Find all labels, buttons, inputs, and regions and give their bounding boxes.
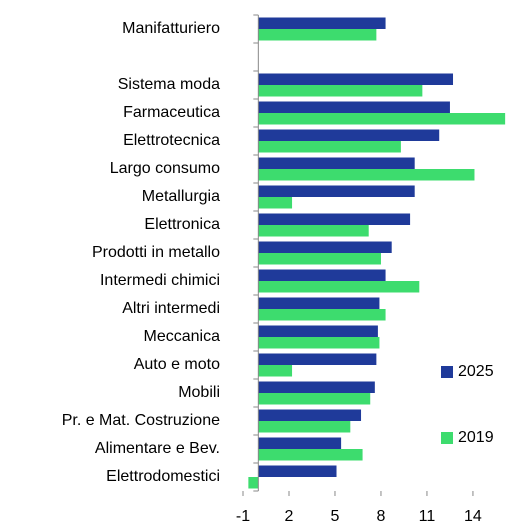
legend-label: 2019 (458, 429, 494, 446)
bar (258, 337, 380, 349)
bar (258, 309, 386, 321)
y-tick-label: Alimentare e Bev. (95, 440, 220, 457)
bar (258, 281, 420, 293)
y-tick-label: Meccanica (144, 328, 221, 345)
bar (258, 353, 377, 365)
bar (258, 253, 381, 265)
x-tick-label: 5 (331, 508, 340, 525)
bar (258, 297, 380, 309)
bar (258, 225, 369, 237)
bar (258, 437, 342, 449)
y-tick-label: Intermedi chimici (100, 272, 220, 289)
x-tick-label: 2 (285, 508, 294, 525)
legend-label: 2025 (458, 363, 494, 380)
y-tick-label: Elettrodomestici (106, 468, 220, 485)
y-tick-label: Metallurgia (142, 188, 220, 205)
bar (258, 17, 386, 29)
bar (258, 325, 378, 337)
y-tick-label: Prodotti in metallo (92, 244, 220, 261)
bar (258, 393, 371, 405)
y-tick-label: Manifatturiero (122, 20, 220, 37)
bar (258, 129, 440, 141)
x-tick-label: -1 (236, 508, 250, 525)
y-tick-label: Pr. e Mat. Costruzione (62, 412, 220, 429)
y-tick-label: Farmaceutica (123, 104, 220, 121)
bar (258, 29, 377, 41)
y-tick-label: Mobili (178, 384, 220, 401)
y-tick-label: Auto e moto (134, 356, 220, 373)
bar (258, 449, 363, 461)
legend-swatch (441, 432, 453, 444)
bar (258, 157, 415, 169)
x-tick-label: 11 (419, 508, 436, 525)
bar (258, 421, 351, 433)
bar (258, 73, 454, 85)
y-tick-label: Elettrotecnica (123, 132, 220, 149)
y-tick-label: Largo consumo (110, 160, 220, 177)
bar (258, 241, 392, 253)
bar (248, 477, 259, 489)
y-tick-label: Elettronica (144, 216, 220, 233)
bar (258, 101, 450, 113)
y-tick-label: Sistema moda (118, 76, 220, 93)
bar (258, 85, 423, 97)
bar (258, 465, 337, 477)
bar (258, 185, 415, 197)
bar (258, 113, 506, 125)
legend-swatch (441, 366, 453, 378)
bar (258, 213, 411, 225)
bar (258, 409, 362, 421)
x-tick-label: 14 (464, 508, 482, 525)
x-tick-label: 8 (377, 508, 386, 525)
bar (258, 197, 293, 209)
bar (258, 169, 475, 181)
bar (258, 381, 375, 393)
bar (258, 365, 293, 377)
y-tick-label: Altri intermedi (122, 300, 220, 317)
bar (258, 141, 401, 153)
bar (258, 269, 386, 281)
